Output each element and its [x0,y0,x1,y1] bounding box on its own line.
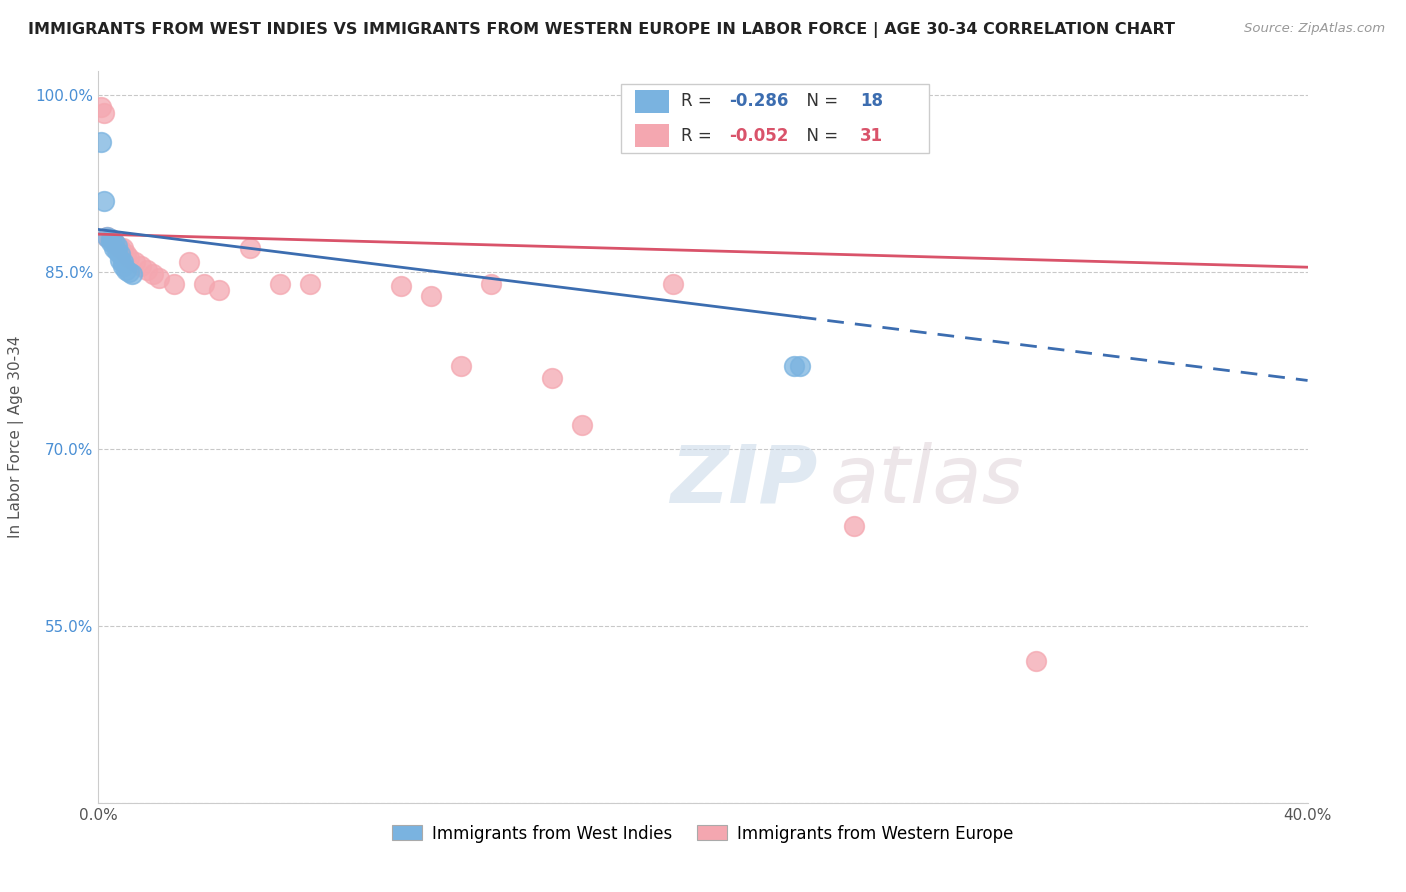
Point [100,235,122,250]
Point [269,277,291,291]
Y-axis label: In Labor Force | Age 30-34: In Labor Force | Age 30-34 [8,335,24,539]
Point [661,277,683,291]
Text: R =: R = [682,127,717,145]
FancyBboxPatch shape [621,84,929,153]
Point [93,194,115,208]
Legend: Immigrants from West Indies, Immigrants from Western Europe: Immigrants from West Indies, Immigrants … [385,818,1021,849]
Point [135,262,157,277]
Point [118,251,141,265]
Text: -0.286: -0.286 [730,93,789,111]
Point [103,241,125,255]
Point [114,262,136,277]
FancyBboxPatch shape [636,90,669,113]
Point [540,371,562,385]
Point [100,232,122,246]
Text: IMMIGRANTS FROM WEST INDIES VS IMMIGRANTS FROM WESTERN EUROPE IN LABOR FORCE | A: IMMIGRANTS FROM WEST INDIES VS IMMIGRANT… [28,22,1175,38]
Point [299,277,322,291]
Point [96,229,118,244]
Point [420,288,443,302]
Text: 18: 18 [860,93,883,111]
Point [108,247,131,261]
Text: N =: N = [796,127,844,145]
Point [108,253,131,268]
Point [789,359,811,374]
Text: atlas: atlas [830,442,1025,520]
Point [90,135,112,149]
Point [163,277,186,291]
Point [571,418,593,433]
Point [389,279,412,293]
Point [100,232,122,246]
Point [105,239,128,253]
Point [96,229,118,244]
Point [1024,654,1046,668]
Point [193,277,215,291]
Point [105,244,128,258]
Text: R =: R = [682,93,717,111]
Point [114,247,136,261]
Point [93,105,115,120]
Text: Source: ZipAtlas.com: Source: ZipAtlas.com [1244,22,1385,36]
Point [90,100,112,114]
Point [103,235,125,250]
Text: 31: 31 [860,127,883,145]
Point [481,277,503,291]
Text: ZIP: ZIP [671,442,818,520]
Point [450,359,472,374]
FancyBboxPatch shape [636,124,669,147]
Point [142,267,165,281]
Point [108,241,131,255]
Point [121,267,143,281]
Point [148,270,170,285]
Text: -0.052: -0.052 [730,127,789,145]
Point [844,518,866,533]
Point [179,255,201,269]
Text: N =: N = [796,93,844,111]
Point [124,255,146,269]
Point [111,255,134,269]
Point [208,283,231,297]
Point [129,259,152,273]
Point [118,265,141,279]
Point [105,239,128,253]
Point [783,359,806,374]
Point [111,241,134,255]
Point [103,235,125,250]
Point [111,259,134,273]
Point [239,241,262,255]
